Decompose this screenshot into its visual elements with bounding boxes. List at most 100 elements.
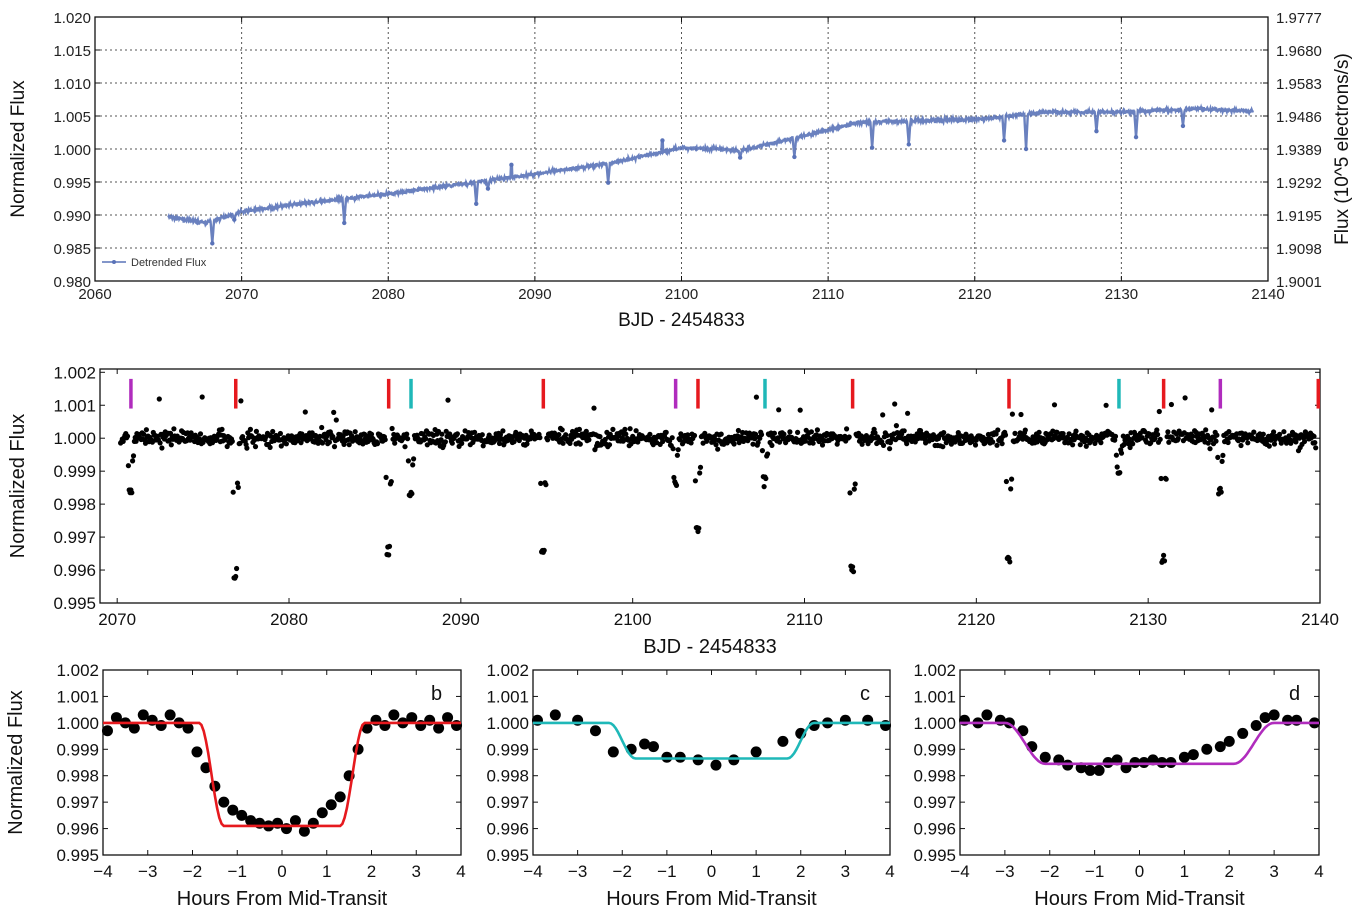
x-tick-label: 2110 xyxy=(786,610,823,629)
flux-point xyxy=(731,441,737,447)
folded-point xyxy=(388,709,400,721)
flux-point xyxy=(697,470,703,476)
flux-point xyxy=(995,427,1001,433)
folded-point xyxy=(406,712,418,724)
flux-point xyxy=(1175,436,1181,442)
x-tick-label: 2090 xyxy=(442,610,480,629)
flux-point xyxy=(405,436,411,442)
flux-point xyxy=(697,464,704,470)
x-tick-label: 2060 xyxy=(78,286,111,303)
flux-point xyxy=(563,432,569,438)
transit-model-curve xyxy=(960,721,1319,766)
folded-point xyxy=(164,709,176,721)
flux-point xyxy=(1073,428,1079,434)
flux-point xyxy=(267,444,273,450)
flux-point xyxy=(1161,552,1167,559)
folded-point xyxy=(289,815,301,827)
y-tick-label: 1.005 xyxy=(53,109,91,126)
folded-point xyxy=(433,722,445,734)
y-axis-label: Normalized Flux xyxy=(8,80,29,218)
flux-point xyxy=(330,434,336,440)
flux-point xyxy=(691,432,698,439)
flux-point xyxy=(715,446,721,452)
flux-point xyxy=(541,547,547,554)
y-tick-label: 1.000 xyxy=(53,142,91,159)
y-tick-label: 0.995 xyxy=(913,846,956,865)
dip-point xyxy=(210,241,215,246)
flux-point xyxy=(244,445,250,451)
folded-point xyxy=(1223,735,1235,747)
flux-point xyxy=(404,431,410,437)
flux-point xyxy=(1070,442,1076,448)
flux-point xyxy=(647,431,653,437)
planet-label: c xyxy=(860,683,870,705)
x-tick-label: 2130 xyxy=(1105,286,1138,303)
flux-point xyxy=(776,407,782,413)
y2-tick-label: 1.9292 xyxy=(1276,175,1322,192)
flux-point xyxy=(880,442,887,448)
flux-point xyxy=(872,430,878,436)
flux-point xyxy=(851,486,857,492)
flux-point xyxy=(1209,407,1215,413)
dip-point xyxy=(906,142,911,147)
flux-point xyxy=(808,429,815,435)
flux-point xyxy=(278,443,284,449)
y-axis-label: Normalized Flux xyxy=(7,414,29,558)
flux-point xyxy=(233,573,239,580)
flux-point xyxy=(663,429,669,435)
x-tick-label: 2070 xyxy=(225,286,258,303)
folded-point xyxy=(245,815,257,827)
flux-point xyxy=(696,525,702,531)
x-tick-label: 2140 xyxy=(1251,286,1284,303)
flux-point xyxy=(386,552,392,558)
flux-point xyxy=(750,441,756,447)
flux-point xyxy=(410,462,416,468)
y-tick-label: 0.998 xyxy=(56,767,99,786)
folded-point xyxy=(728,754,740,766)
x-tick-label: −2 xyxy=(183,862,202,881)
flux-point xyxy=(537,435,543,441)
dip-point xyxy=(342,220,347,226)
folded-point xyxy=(589,725,601,737)
y-tick-label: 0.996 xyxy=(56,820,99,839)
flux-point xyxy=(252,444,259,450)
folded-point xyxy=(607,746,619,758)
flux-point xyxy=(622,426,628,432)
panel-transit-c: −4 −3 −2 −1 0 1 2 3 4 0.995 0.996 0.997 0.998 0.999 1.… xyxy=(486,661,894,910)
folded-point xyxy=(1062,759,1074,771)
x-tick-label: 3 xyxy=(1269,862,1278,881)
folded-point xyxy=(750,746,762,758)
flux-point xyxy=(787,429,793,435)
flux-point xyxy=(445,397,451,403)
flux-point xyxy=(1205,440,1211,446)
y-tick-label: 1.020 xyxy=(53,10,91,27)
y-tick-label: 1.000 xyxy=(486,714,529,733)
y-axis-label: Normalized Flux xyxy=(5,690,27,834)
flux-point xyxy=(567,440,573,446)
y-tick-label: 1.002 xyxy=(486,661,529,680)
flux-point xyxy=(758,432,765,438)
x-tick-label: −1 xyxy=(228,862,247,881)
y-tick-label: 0.995 xyxy=(56,846,99,865)
plot-frame xyxy=(99,368,1321,604)
folded-point xyxy=(1084,764,1096,776)
flux-point xyxy=(511,439,517,445)
flux-point xyxy=(543,482,549,488)
flux-point xyxy=(1083,443,1089,449)
flux-point xyxy=(673,482,680,488)
x-tick-label: 2 xyxy=(1225,862,1234,881)
panel-transit-b: −4 −3 −2 −1 0 1 2 3 4 0.995 0.996 0.997 0.998 0.999 1.… xyxy=(5,661,466,910)
dip-point xyxy=(485,186,491,191)
flux-point xyxy=(660,438,666,445)
flux-point xyxy=(386,543,393,550)
y-tick-label: 0.997 xyxy=(56,793,99,812)
flux-point xyxy=(627,426,633,432)
flux-point xyxy=(298,440,304,446)
folded-point xyxy=(1178,751,1190,763)
flux-point xyxy=(670,446,676,452)
flux-point xyxy=(702,430,708,436)
y2-axis-label: Flux (10^5 electrons/s) xyxy=(1332,53,1353,245)
y-tick-label: 1.001 xyxy=(486,687,529,706)
flux-point xyxy=(1009,476,1015,482)
